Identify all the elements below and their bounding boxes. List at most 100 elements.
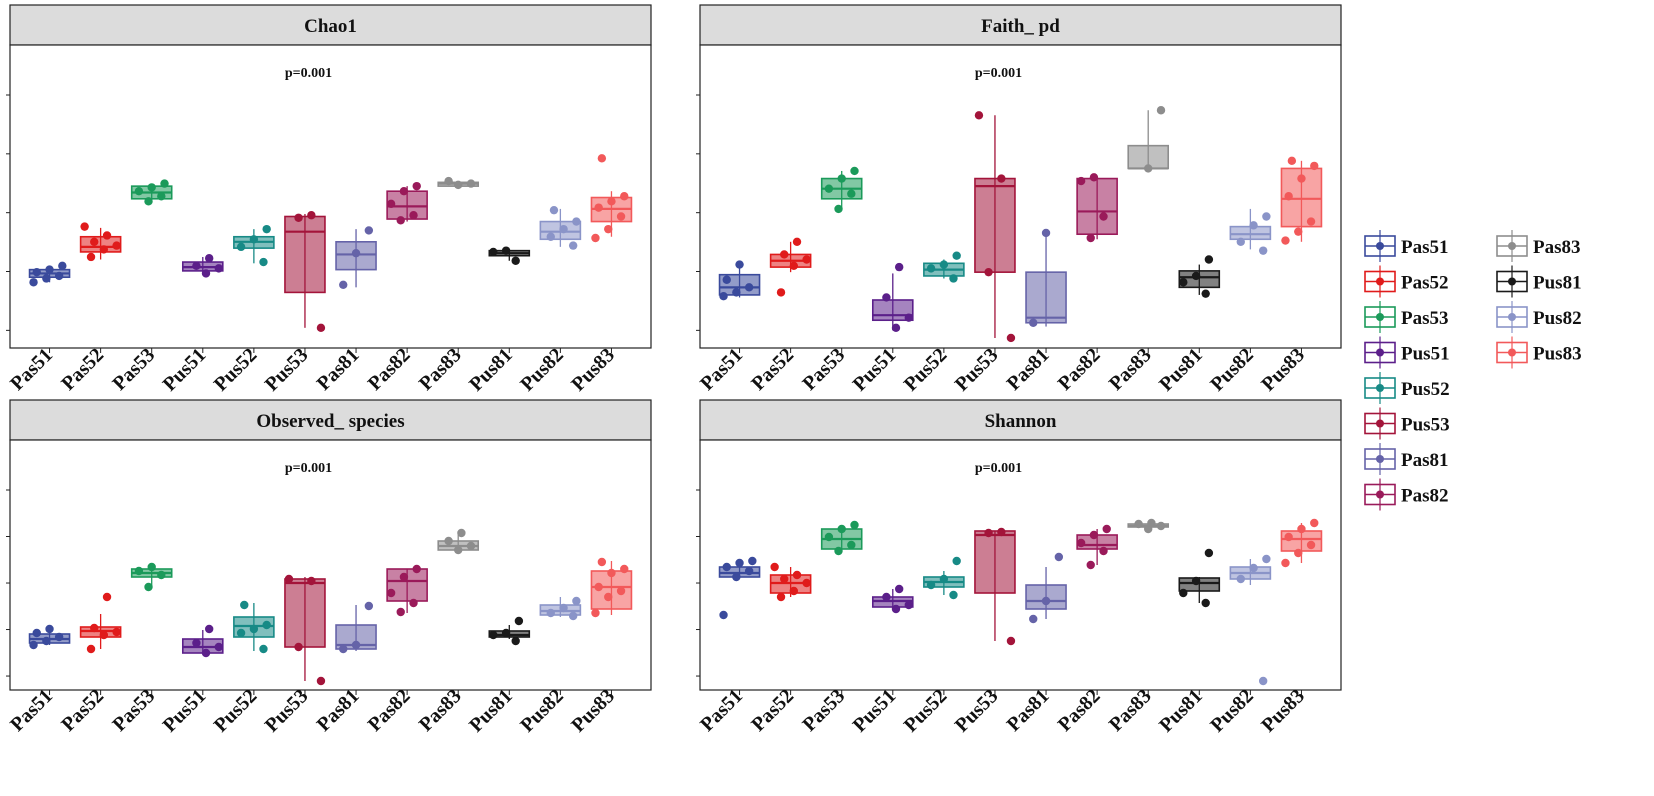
data-point — [824, 532, 834, 542]
panel-strip — [9, 399, 652, 441]
box-Pus53 — [974, 111, 1016, 343]
legend-key-point — [1376, 348, 1384, 357]
data-point — [559, 603, 568, 613]
legend-item-Pus53: Pus53 — [1364, 407, 1450, 440]
data-point — [249, 235, 259, 244]
data-point — [748, 556, 757, 566]
data-point — [904, 313, 913, 322]
data-point — [802, 578, 811, 588]
legend-key-point — [1376, 384, 1384, 392]
data-point — [1041, 228, 1051, 238]
data-point — [204, 254, 214, 263]
data-point — [1306, 217, 1316, 226]
box-iqr — [335, 241, 377, 271]
box-Pus83 — [590, 557, 633, 618]
data-point — [1144, 164, 1153, 173]
data-point — [732, 572, 741, 582]
data-point — [214, 642, 223, 652]
data-point — [45, 265, 54, 274]
data-point — [850, 166, 859, 176]
data-point — [837, 174, 846, 183]
data-point — [1089, 530, 1099, 540]
data-point — [894, 584, 904, 594]
data-point — [594, 582, 603, 592]
legend-label: Pas52 — [1401, 273, 1449, 294]
legend-label: Pas82 — [1401, 486, 1449, 507]
data-point — [952, 556, 961, 566]
data-point — [834, 204, 843, 214]
data-point — [616, 212, 626, 221]
data-point — [847, 189, 856, 198]
box-Pas53 — [130, 562, 173, 592]
data-point — [597, 154, 607, 163]
data-point — [86, 644, 96, 654]
box-Pas81 — [1025, 552, 1067, 624]
data-point — [1294, 548, 1303, 558]
data-point — [1284, 532, 1293, 542]
data-point — [99, 630, 109, 640]
panel-strip — [699, 4, 1342, 46]
data-point — [744, 566, 754, 576]
data-point — [511, 256, 520, 265]
data-point — [1236, 237, 1245, 246]
plot-frame — [9, 44, 652, 349]
data-point — [240, 600, 249, 610]
legend: Pas51 Pas52 Pas53 Pus51 Pus52 Pus53 Pas81 Pas82… — [1364, 230, 1582, 511]
data-point — [891, 323, 901, 333]
data-point — [444, 536, 453, 546]
data-point — [1134, 519, 1143, 529]
data-point — [90, 623, 99, 633]
data-point — [1029, 318, 1038, 327]
data-point — [722, 275, 731, 284]
data-point — [364, 226, 374, 235]
data-point — [546, 232, 555, 241]
data-point — [1086, 233, 1095, 243]
data-point — [594, 203, 603, 212]
data-point — [1284, 192, 1293, 201]
legend-label: Pus52 — [1401, 379, 1450, 400]
data-point — [882, 293, 891, 302]
box-Pus82 — [539, 205, 582, 250]
box-Pus51 — [181, 624, 224, 658]
data-point — [262, 224, 271, 234]
data-point — [559, 224, 568, 234]
p-value-label: p=0.001 — [285, 461, 332, 476]
legend-key-point — [1508, 313, 1516, 321]
box-Pas82 — [386, 564, 428, 617]
panel-title: Observed_ species — [256, 411, 404, 432]
data-point — [847, 540, 856, 550]
data-point — [396, 607, 405, 617]
box-Pas82 — [1076, 173, 1118, 243]
data-point — [307, 211, 316, 220]
data-point — [1310, 518, 1319, 528]
data-point — [112, 241, 121, 250]
data-point — [894, 262, 904, 272]
data-point — [997, 527, 1006, 537]
data-point — [412, 564, 421, 574]
data-point — [249, 624, 259, 634]
data-point — [1306, 540, 1316, 550]
data-point — [32, 267, 41, 277]
data-point — [466, 541, 476, 551]
data-point — [604, 224, 613, 234]
box-Pas51 — [28, 624, 71, 650]
data-point — [307, 576, 316, 586]
data-point — [591, 233, 600, 243]
box-iqr — [1178, 270, 1221, 289]
data-point — [160, 179, 169, 188]
data-point — [1201, 289, 1210, 298]
p-value-label: p=0.001 — [975, 66, 1022, 81]
legend-item-Pus83: Pus83 — [1496, 336, 1582, 369]
data-point — [294, 213, 303, 222]
data-point — [134, 187, 144, 196]
legend-label: Pas83 — [1533, 237, 1581, 258]
data-point — [54, 632, 64, 642]
legend-item-Pus51: Pus51 — [1364, 336, 1450, 369]
box-Pas82 — [1076, 524, 1118, 570]
legend-label: Pas53 — [1401, 308, 1449, 329]
data-point — [316, 676, 326, 686]
plot-frame — [9, 439, 652, 691]
